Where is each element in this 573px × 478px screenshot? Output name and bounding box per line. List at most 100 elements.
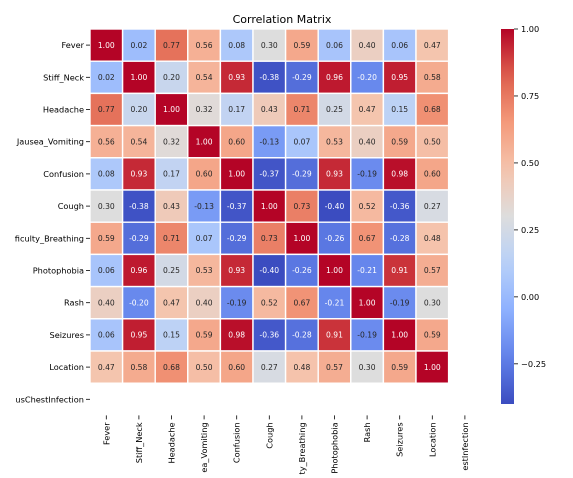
cell-value-label: 0.93 bbox=[130, 170, 147, 179]
cell-value-label: 0.20 bbox=[163, 73, 180, 82]
heatmap-cell bbox=[187, 157, 222, 191]
cell-value-label: -0.29 bbox=[129, 234, 149, 243]
cell-value-label: 0.47 bbox=[98, 363, 115, 372]
column-tick-label: Location bbox=[427, 422, 437, 457]
heatmap-cell bbox=[252, 157, 287, 191]
row-tick-label: Fever bbox=[61, 40, 84, 50]
column-tick-label: Confusion bbox=[232, 422, 242, 463]
cell-value-label: 0.95 bbox=[391, 73, 408, 82]
heatmap-cell bbox=[252, 60, 287, 95]
colorbar-tick-label: 0.00 bbox=[521, 292, 539, 302]
cell-value-label: 0.32 bbox=[196, 105, 213, 114]
heatmap-cell bbox=[415, 60, 450, 95]
cell-value-label: 0.52 bbox=[359, 202, 376, 211]
column-tick-label: Headache bbox=[167, 422, 177, 463]
heatmap-cell bbox=[317, 285, 352, 320]
cell-value-label: -0.36 bbox=[390, 202, 410, 211]
heatmap-cell bbox=[415, 92, 450, 127]
cell-value-label: 0.30 bbox=[98, 202, 115, 211]
row-tick-label: Confusion bbox=[43, 169, 84, 179]
heatmap-cell bbox=[219, 253, 254, 288]
heatmap-cell bbox=[89, 221, 124, 256]
heatmap-cell bbox=[382, 350, 417, 384]
heatmap-cell bbox=[89, 157, 124, 191]
heatmap-cell bbox=[284, 157, 319, 191]
heatmap-cell bbox=[252, 350, 287, 384]
cell-value-label: 0.58 bbox=[424, 73, 441, 82]
heatmap-cell bbox=[382, 28, 417, 62]
cell-value-label: 1.00 bbox=[424, 363, 441, 372]
cell-value-label: 0.59 bbox=[391, 137, 408, 146]
heatmap-cell bbox=[350, 189, 385, 223]
cell-value-label: 0.06 bbox=[98, 266, 115, 275]
cell-value-label: 0.15 bbox=[391, 105, 408, 114]
cell-value-label: 0.71 bbox=[163, 234, 180, 243]
cell-value-label: 0.68 bbox=[163, 363, 180, 372]
cell-value-label: -0.29 bbox=[227, 234, 247, 243]
cell-value-label: 0.93 bbox=[228, 73, 245, 82]
cell-value-label: -0.21 bbox=[325, 298, 345, 307]
heatmap-cell bbox=[219, 60, 254, 95]
row-tick-label: Stiff_Neck bbox=[43, 72, 84, 82]
cell-value-label: 0.30 bbox=[424, 298, 441, 307]
cell-value-label: 0.53 bbox=[326, 137, 343, 146]
cell-value-label: -0.13 bbox=[194, 202, 214, 211]
heatmap-cell bbox=[89, 350, 124, 384]
cell-value-label: -0.37 bbox=[259, 170, 279, 179]
heatmap-cell bbox=[415, 318, 450, 352]
cell-value-label: 0.30 bbox=[359, 363, 376, 372]
heatmap-cell bbox=[350, 60, 385, 95]
heatmap-cell bbox=[187, 318, 222, 352]
column-tick-label: Fever bbox=[101, 422, 111, 445]
cell-value-label: 0.91 bbox=[391, 266, 408, 275]
cell-value-label: 0.59 bbox=[293, 41, 310, 50]
colorbar-tick-label: −0.25 bbox=[521, 359, 546, 369]
heatmap-cell bbox=[317, 28, 352, 62]
column-tick-label: Photophobia bbox=[330, 422, 340, 473]
cell-value-label: 0.27 bbox=[261, 363, 278, 372]
cell-value-label: -0.40 bbox=[259, 266, 279, 275]
column-tick-labels: Fever Stiff_Neck Headache ea_Vomiting Confus… bbox=[101, 415, 470, 474]
cell-value-label: 1.00 bbox=[391, 331, 408, 340]
cell-value-label: 0.17 bbox=[163, 170, 180, 179]
heatmap-cell bbox=[382, 157, 417, 191]
cell-value-label: 1.00 bbox=[228, 170, 245, 179]
column-tick-label: ty_Breathing bbox=[297, 422, 307, 474]
row-tick-label: Photophobia bbox=[33, 266, 84, 276]
heatmap-cell bbox=[219, 92, 254, 127]
cell-value-label: 1.00 bbox=[130, 73, 147, 82]
row-tick-label: Jausea_Vomiting bbox=[16, 137, 84, 147]
cell-value-label: 0.93 bbox=[326, 170, 343, 179]
heatmap-cell bbox=[415, 157, 450, 191]
cell-value-label: 0.77 bbox=[163, 41, 180, 50]
column-tick-label: Stiff_Neck bbox=[134, 422, 144, 463]
heatmap-cell bbox=[154, 318, 189, 352]
cell-value-label: 1.00 bbox=[163, 105, 180, 114]
cell-value-label: 0.30 bbox=[261, 41, 278, 50]
cell-value-label: -0.38 bbox=[129, 202, 149, 211]
chart-title: Correlation Matrix bbox=[233, 13, 332, 26]
cell-value-label: 0.59 bbox=[391, 363, 408, 372]
cell-value-label: 0.40 bbox=[98, 298, 115, 307]
cell-value-label: 0.67 bbox=[293, 298, 310, 307]
cell-value-label: 0.68 bbox=[424, 105, 441, 114]
heatmap-cell bbox=[121, 350, 156, 384]
colorbar-tick-label: 0.25 bbox=[521, 225, 539, 235]
heatmap-cell bbox=[89, 60, 124, 95]
cell-value-label: 0.15 bbox=[163, 331, 180, 340]
heatmap-cell-labels: 1.00 0.02 0.77 0.56 0.08 0.30 0.59 0.06 0.40 0.06… bbox=[98, 41, 441, 372]
cell-value-label: -0.19 bbox=[357, 331, 377, 340]
cell-value-label: 0.43 bbox=[163, 202, 180, 211]
cell-value-label: 0.54 bbox=[196, 73, 213, 82]
cell-value-label: 0.48 bbox=[424, 234, 441, 243]
cell-value-label: 0.48 bbox=[293, 363, 310, 372]
cell-value-label: 0.91 bbox=[326, 331, 343, 340]
cell-value-label: 0.60 bbox=[228, 363, 245, 372]
cell-value-label: 0.60 bbox=[228, 137, 245, 146]
cell-value-label: -0.19 bbox=[390, 298, 410, 307]
colorbar-tick-label: 0.75 bbox=[521, 91, 539, 101]
cell-value-label: 0.71 bbox=[293, 105, 310, 114]
column-tick-label: estInfection bbox=[460, 422, 470, 470]
cell-value-label: -0.38 bbox=[259, 73, 279, 82]
cell-value-label: 1.00 bbox=[326, 266, 343, 275]
